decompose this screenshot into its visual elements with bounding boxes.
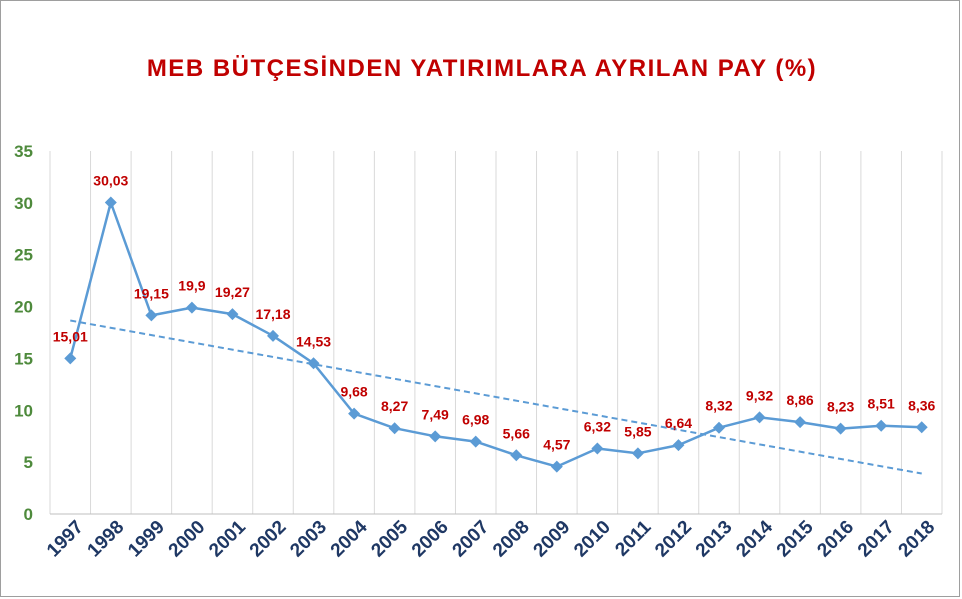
x-tick-label: 2015 (773, 516, 818, 561)
x-tick-label: 1999 (124, 517, 169, 562)
data-label: 4,57 (543, 437, 570, 453)
data-point (672, 439, 685, 452)
y-tick-label: 0 (24, 505, 33, 524)
chart-title: MEB BÜTÇESİNDEN YATIRIMLARA AYRILAN PAY … (146, 55, 818, 82)
data-point (753, 411, 766, 424)
y-tick-label: 30 (14, 194, 33, 213)
data-label: 8,36 (908, 397, 935, 413)
x-tick-label: 2014 (732, 516, 777, 561)
y-tick-label: 10 (14, 401, 33, 420)
data-point (631, 447, 644, 460)
x-tick-label: 2016 (813, 517, 858, 562)
y-tick-label: 15 (14, 349, 33, 368)
data-label: 5,66 (503, 425, 530, 441)
y-tick-label: 35 (14, 142, 33, 161)
y-tick-label: 5 (24, 453, 33, 472)
x-tick-label: 2003 (286, 517, 331, 562)
x-tick-label: 1997 (43, 517, 88, 562)
x-tick-label: 1998 (84, 517, 129, 562)
data-point (226, 308, 239, 321)
x-tick-label: 2008 (489, 517, 534, 562)
data-point (267, 329, 279, 342)
data-point (64, 352, 77, 365)
data-point (875, 419, 888, 432)
x-tick-label: 2002 (246, 517, 291, 562)
x-tick-label: 2006 (408, 517, 453, 562)
trendline (70, 319, 922, 475)
data-label: 15,01 (53, 328, 88, 344)
data-point (145, 309, 158, 322)
data-point (591, 442, 604, 455)
data-point (469, 435, 482, 448)
data-label: 7,49 (422, 406, 449, 422)
series-group (64, 196, 928, 473)
data-point (510, 449, 523, 462)
trendline-group (70, 319, 922, 475)
data-point (307, 357, 320, 370)
data-label: 19,15 (134, 285, 169, 301)
data-label: 14,53 (296, 333, 331, 349)
data-label: 8,23 (827, 399, 854, 415)
data-label: 9,68 (340, 384, 367, 400)
x-tick-label: 2010 (570, 517, 615, 562)
y-axis-ticks: 0 5 10 15 20 25 30 35 (14, 142, 33, 524)
vertical-gridlines (49, 151, 943, 514)
x-tick-label: 2004 (327, 516, 372, 561)
series-line (69, 201, 922, 468)
x-tick-label: 2011 (611, 516, 655, 560)
x-tick-label: 2012 (651, 517, 696, 562)
data-label: 6,64 (665, 415, 692, 431)
x-tick-label: 2005 (367, 516, 412, 561)
data-label: 6,32 (584, 418, 611, 434)
data-label: 9,32 (746, 387, 773, 403)
data-point (915, 421, 928, 434)
x-tick-label: 2001 (205, 516, 250, 561)
data-point (794, 416, 807, 429)
x-tick-label: 2017 (854, 517, 899, 562)
y-tick-label: 20 (14, 298, 33, 317)
data-point (834, 422, 847, 435)
data-label: 6,98 (462, 412, 489, 428)
data-point (185, 301, 198, 314)
data-label: 8,51 (868, 396, 895, 412)
data-point (713, 421, 725, 434)
x-tick-label: 2007 (449, 517, 494, 562)
data-label: 17,18 (255, 306, 290, 322)
x-axis-ticks: 1997199819992000200120022003200420052006… (43, 516, 939, 561)
data-label: 8,32 (705, 398, 732, 414)
data-label: 5,85 (624, 423, 651, 439)
y-tick-label: 25 (14, 246, 33, 265)
data-point (550, 460, 563, 473)
data-label: 8,27 (381, 398, 408, 414)
data-label: 19,9 (178, 278, 205, 294)
data-label: 30,03 (93, 173, 128, 189)
data-point (104, 196, 117, 209)
data-point (429, 430, 442, 443)
x-tick-label: 2018 (895, 517, 940, 562)
x-tick-label: 2009 (530, 517, 575, 562)
data-label: 8,86 (786, 392, 813, 408)
data-label: 19,27 (215, 284, 250, 300)
data-point (388, 422, 401, 435)
x-tick-label: 2000 (165, 517, 210, 562)
x-tick-label: 2013 (692, 517, 737, 562)
data-point (348, 407, 361, 420)
data-labels: 15,01 30,03 19,15 19,9 19,27 17,18 14,53 9,68 8,… (53, 173, 936, 453)
